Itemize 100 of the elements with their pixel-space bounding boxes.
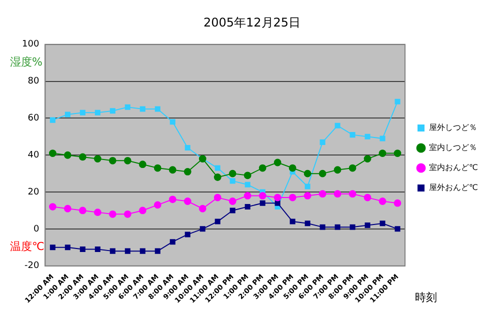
point — [184, 232, 190, 238]
legend-label: 室内しつど％ — [429, 143, 478, 152]
point — [364, 194, 372, 202]
point — [258, 192, 266, 200]
point — [154, 106, 160, 112]
point — [200, 226, 206, 232]
point — [64, 151, 72, 159]
point — [394, 98, 400, 104]
point — [64, 244, 70, 250]
point — [260, 200, 266, 206]
point — [110, 248, 116, 254]
point — [80, 246, 86, 252]
point — [378, 198, 386, 205]
point — [78, 206, 86, 214]
point — [228, 170, 236, 178]
y-tick-label: 80 — [28, 76, 40, 87]
point — [108, 210, 116, 218]
point — [214, 165, 220, 171]
text: 温度℃ — [10, 240, 44, 254]
legend-label: 室内おんど℃ — [429, 163, 478, 172]
point — [258, 164, 266, 172]
point — [48, 150, 56, 157]
point — [184, 144, 190, 150]
y-tick-label: -20 — [24, 261, 40, 272]
point — [48, 203, 56, 210]
point — [94, 110, 100, 116]
y-tick-label: 20 — [28, 187, 40, 198]
point — [364, 155, 372, 163]
point — [154, 201, 162, 209]
point — [334, 224, 340, 230]
point — [394, 150, 402, 157]
point — [108, 156, 116, 164]
point — [170, 239, 176, 245]
point — [110, 108, 116, 114]
legend-label: 屋外おんど℃ — [429, 183, 478, 192]
point — [64, 112, 70, 118]
legend-label: 屋外しつど％ — [429, 123, 478, 132]
x-axis-title: 時刻 — [415, 290, 438, 304]
point — [380, 220, 386, 226]
y-tick-label: 40 — [28, 150, 40, 160]
point — [320, 224, 326, 230]
point — [348, 190, 356, 198]
point — [318, 190, 326, 198]
point — [320, 139, 326, 145]
point — [288, 164, 296, 172]
point — [168, 166, 176, 174]
point — [244, 204, 250, 210]
point — [124, 248, 130, 254]
point — [274, 200, 280, 206]
point — [140, 106, 146, 112]
point — [138, 206, 146, 214]
point — [64, 204, 72, 212]
point — [230, 178, 236, 184]
point — [350, 224, 356, 230]
point — [378, 150, 386, 157]
point — [228, 198, 236, 205]
point — [334, 190, 342, 198]
point — [304, 170, 312, 178]
point — [304, 192, 312, 200]
y-tick-label: 0 — [33, 224, 40, 234]
point — [170, 119, 176, 125]
point — [348, 164, 356, 172]
point — [380, 136, 386, 142]
point — [244, 182, 250, 188]
point — [184, 168, 192, 176]
point — [138, 160, 146, 168]
point — [140, 248, 146, 254]
point — [124, 210, 132, 218]
point — [214, 174, 222, 181]
point — [214, 194, 222, 202]
point — [364, 222, 370, 228]
point — [198, 204, 206, 212]
point — [154, 248, 160, 254]
point — [274, 158, 282, 166]
point — [304, 220, 310, 226]
chart-title: 2005年12月25日 — [203, 15, 301, 30]
point — [124, 104, 130, 110]
point — [230, 208, 236, 214]
point — [334, 122, 340, 128]
point — [80, 110, 86, 116]
y-axis-title: 湿度% — [10, 56, 42, 69]
point — [124, 156, 132, 164]
point — [154, 164, 162, 172]
point — [274, 194, 282, 202]
point — [214, 218, 220, 224]
y-tick-label: 60 — [28, 114, 40, 124]
point — [394, 226, 400, 232]
point — [364, 134, 370, 140]
point — [334, 166, 342, 174]
point — [168, 196, 176, 204]
point — [94, 246, 100, 252]
point — [288, 194, 296, 202]
point — [94, 208, 102, 216]
point — [350, 132, 356, 138]
point — [304, 184, 310, 190]
point — [394, 199, 402, 207]
point — [78, 153, 86, 161]
point — [290, 218, 296, 224]
point — [244, 172, 252, 180]
y-tick-label: 100 — [22, 40, 40, 50]
